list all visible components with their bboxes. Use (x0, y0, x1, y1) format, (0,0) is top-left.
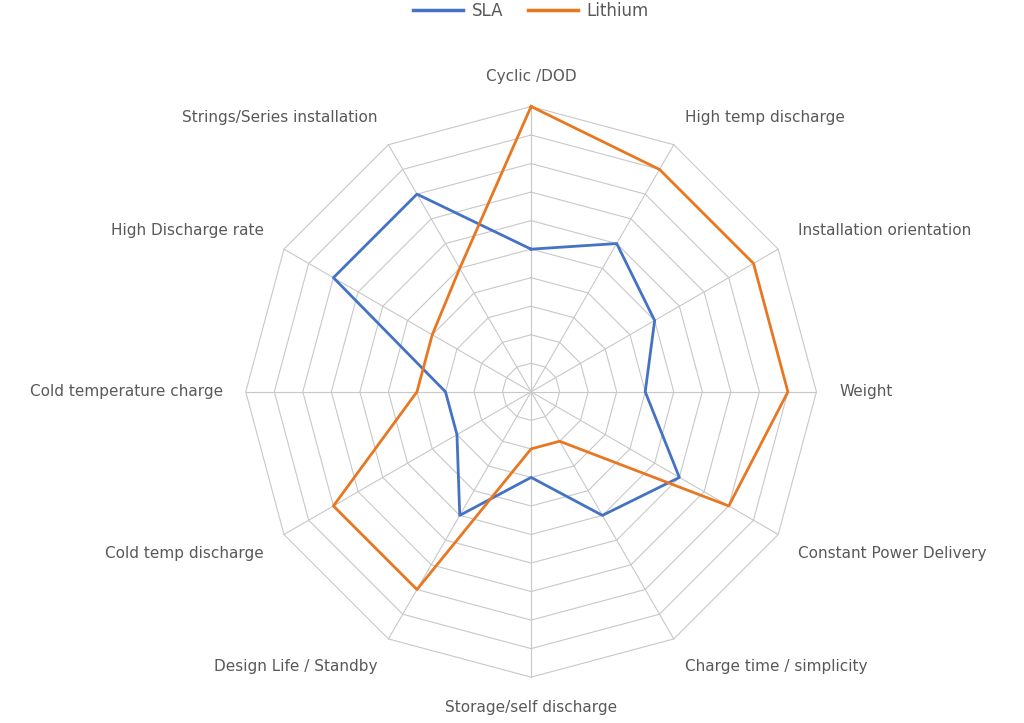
Text: Cold temperature charge: Cold temperature charge (30, 385, 223, 399)
Text: High Discharge rate: High Discharge rate (112, 223, 264, 238)
Text: Cyclic /DOD: Cyclic /DOD (485, 69, 577, 84)
Text: Cold temp discharge: Cold temp discharge (105, 546, 264, 561)
Text: Weight: Weight (840, 385, 893, 399)
Text: Constant Power Delivery: Constant Power Delivery (798, 546, 986, 561)
Text: Design Life / Standby: Design Life / Standby (214, 659, 377, 674)
Text: Charge time / simplicity: Charge time / simplicity (685, 659, 867, 674)
Text: High temp discharge: High temp discharge (685, 110, 845, 125)
Text: Storage/self discharge: Storage/self discharge (445, 700, 617, 715)
Legend: SLA, Lithium: SLA, Lithium (414, 2, 649, 20)
Text: Installation orientation: Installation orientation (798, 223, 971, 238)
Text: Strings/Series installation: Strings/Series installation (181, 110, 377, 125)
